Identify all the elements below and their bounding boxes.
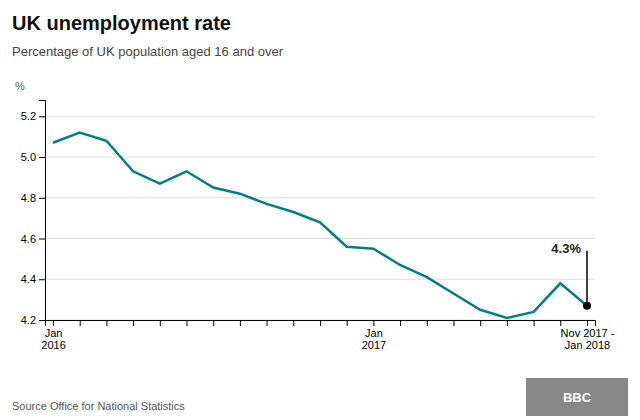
x-tick-mark — [106, 320, 107, 326]
x-tick — [507, 320, 508, 326]
x-axis: Jan2016Jan2017Nov 2017 -Jan 2018 — [41, 320, 614, 351]
y-tick: 5.2 — [21, 110, 45, 122]
x-tick — [427, 320, 428, 326]
x-tick: Jan2016 — [41, 320, 65, 351]
x-tick-label: Jan2017 — [362, 327, 386, 352]
annotation-line — [586, 251, 588, 306]
grid-line — [45, 197, 595, 198]
grid-line — [45, 116, 595, 117]
x-tick-mark — [160, 320, 161, 326]
x-tick — [160, 320, 161, 326]
x-tick — [80, 320, 81, 326]
y-tick: 5.0 — [21, 151, 45, 163]
x-tick-mark — [347, 320, 348, 326]
x-tick-mark — [240, 320, 241, 326]
grid-line — [45, 279, 595, 280]
chart: UK unemployment rate Percentage of UK pop… — [0, 0, 640, 420]
x-tick-label-line: 2016 — [41, 339, 65, 351]
subtitle: Percentage of UK population aged 16 and … — [12, 44, 284, 59]
y-tick-label: 5.2 — [21, 110, 36, 122]
x-tick — [560, 320, 561, 326]
y-tick-label: 4.2 — [21, 314, 36, 326]
x-tick-mark — [480, 320, 481, 326]
x-tick-label: Nov 2017 -Jan 2018 — [561, 327, 615, 352]
x-tick — [400, 320, 401, 326]
x-tick — [534, 320, 535, 326]
x-tick-mark — [267, 320, 268, 326]
line — [53, 133, 587, 318]
grid-line — [45, 238, 595, 239]
x-tick-mark — [80, 320, 81, 326]
x-tick-mark — [587, 320, 588, 326]
marks — [53, 133, 591, 318]
y-tick: 4.8 — [21, 192, 45, 204]
x-tick-mark — [453, 320, 454, 326]
annotation: 4.3% — [551, 241, 581, 256]
title: UK unemployment rate — [12, 12, 231, 34]
y-axis-line — [39, 101, 46, 321]
y-tick-label: 4.8 — [21, 192, 36, 204]
x-tick — [187, 320, 188, 326]
logo-box — [526, 378, 628, 416]
x-tick-mark — [400, 320, 401, 326]
x-tick-mark — [320, 320, 321, 326]
x-tick-label-line: Nov 2017 - — [561, 327, 615, 339]
y-tick-mark — [39, 320, 45, 321]
y-tick-mark — [39, 279, 45, 280]
x-tick — [133, 320, 134, 326]
x-tick-label: Jan2016 — [41, 327, 65, 352]
x-tick: Nov 2017 -Jan 2018 — [561, 320, 615, 351]
y-label: % — [15, 80, 25, 92]
x-tick-mark — [507, 320, 508, 326]
y-tick-label: 4.6 — [21, 233, 36, 245]
x-tick-mark — [187, 320, 188, 326]
x-tick — [240, 320, 241, 326]
x-tick-label-line: Jan — [45, 327, 63, 339]
x-tick-mark — [133, 320, 134, 326]
x-tick-label-line: 2017 — [362, 339, 386, 351]
x-tick — [106, 320, 107, 326]
x-tick-mark — [373, 320, 374, 326]
y-tick: 4.6 — [21, 233, 45, 245]
plot: 4.24.44.64.85.05.2Jan2016Jan2017Nov 2017… — [21, 101, 615, 352]
source: Source Office for National Statistics — [12, 400, 185, 412]
x-tick-mark — [293, 320, 294, 326]
x-tick — [480, 320, 481, 326]
x-tick-label-line: Jan — [365, 327, 383, 339]
x-tick — [213, 320, 214, 326]
x-tick — [267, 320, 268, 326]
grid-line — [45, 157, 595, 158]
y-tick: 4.2 — [21, 314, 45, 326]
y-tick-label: 5.0 — [21, 151, 36, 163]
y-tick-mark — [39, 157, 45, 158]
x-tick-label-line: Jan 2018 — [565, 339, 610, 351]
y-tick-mark — [39, 116, 45, 117]
y-tick-mark — [39, 239, 45, 240]
grid — [45, 116, 595, 320]
x-tick-mark — [213, 320, 214, 326]
x-tick-mark — [534, 320, 535, 326]
x-tick — [293, 320, 294, 326]
x-tick — [347, 320, 348, 326]
y-tick-label: 4.4 — [21, 273, 36, 285]
x-axis-line — [46, 321, 596, 327]
y-tick-mark — [39, 198, 45, 199]
x-tick — [453, 320, 454, 326]
logo: BBC — [563, 390, 592, 405]
x-tick: Jan2017 — [362, 320, 386, 351]
x-tick-mark — [53, 320, 54, 326]
y-tick: 4.4 — [21, 273, 45, 285]
x-tick-mark — [427, 320, 428, 326]
y-axis: 4.2 4.4 4.6 4.8 5.0 5.2 — [21, 101, 46, 327]
x-tick-mark — [560, 320, 561, 326]
x-tick — [320, 320, 321, 326]
